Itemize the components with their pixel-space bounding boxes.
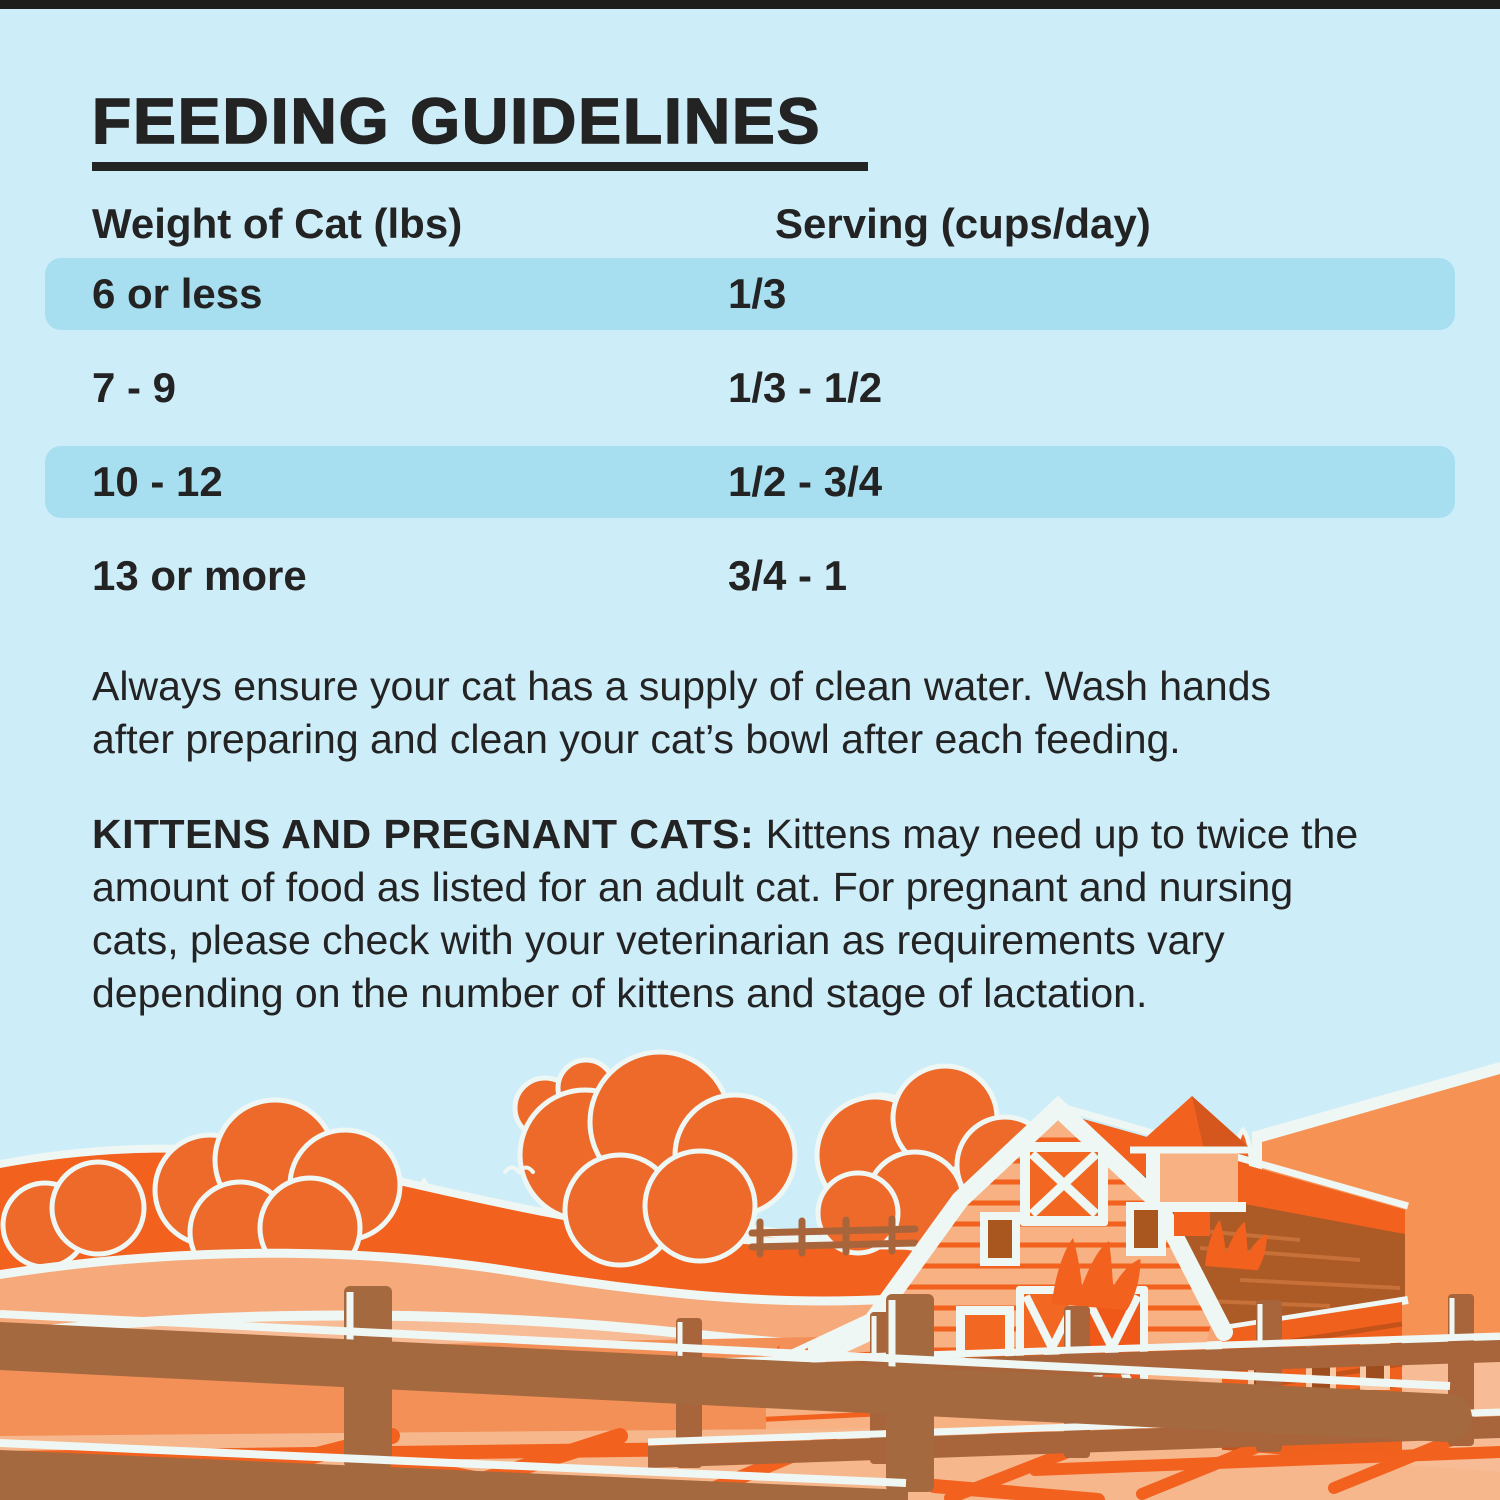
table-header: Weight of Cat (lbs) Serving (cups/day) (92, 200, 1452, 248)
front-windows (980, 1202, 1166, 1266)
weight-cell: 10 - 12 (92, 458, 223, 505)
serving-cell: 1/2 - 3/4 (728, 458, 883, 505)
table-row: 13 or more 3/4 - 1 (45, 540, 1455, 612)
serving-cell: 3/4 - 1 (728, 552, 848, 599)
weight-cell: 13 or more (92, 552, 307, 599)
table-row: 7 - 9 1/3 - 1/2 (45, 352, 1455, 424)
barn-roof-trim (857, 1095, 1233, 1341)
distant-fence (748, 1215, 919, 1258)
col-header-serving: Serving (cups/day) (775, 200, 1151, 247)
serving-cell: 1/3 (728, 270, 787, 317)
kittens-note: KITTENS AND PREGNANT CATS: Kittens may n… (92, 808, 1457, 1020)
water-note: Always ensure your cat has a supply of c… (92, 663, 1271, 762)
front-fence (0, 1286, 1472, 1500)
panel-top-rule (0, 0, 1500, 9)
col-header-weight: Weight of Cat (lbs) (92, 200, 463, 247)
page-title: FEEDING GUIDELINES (91, 84, 822, 158)
farm-illustration (0, 1049, 1500, 1500)
kittens-note-label: KITTENS AND PREGNANT CATS: (92, 811, 755, 857)
weight-cell: 6 or less (92, 270, 263, 317)
kittens-note-text: Kittens may need up to twice the amount … (92, 811, 1359, 1016)
feeding-table: 6 or less 1/3 7 - 9 1/3 - 1/2 10 - 12 1/… (45, 258, 1455, 634)
cupola (1130, 1096, 1254, 1236)
serving-cell: 1/3 - 1/2 (728, 364, 883, 411)
weight-cell: 7 - 9 (92, 364, 177, 411)
table-row: 10 - 12 1/2 - 3/4 (45, 446, 1455, 518)
title-underline (92, 162, 868, 171)
table-row: 6 or less 1/3 (45, 258, 1455, 330)
hayloft-window (1020, 1142, 1108, 1226)
